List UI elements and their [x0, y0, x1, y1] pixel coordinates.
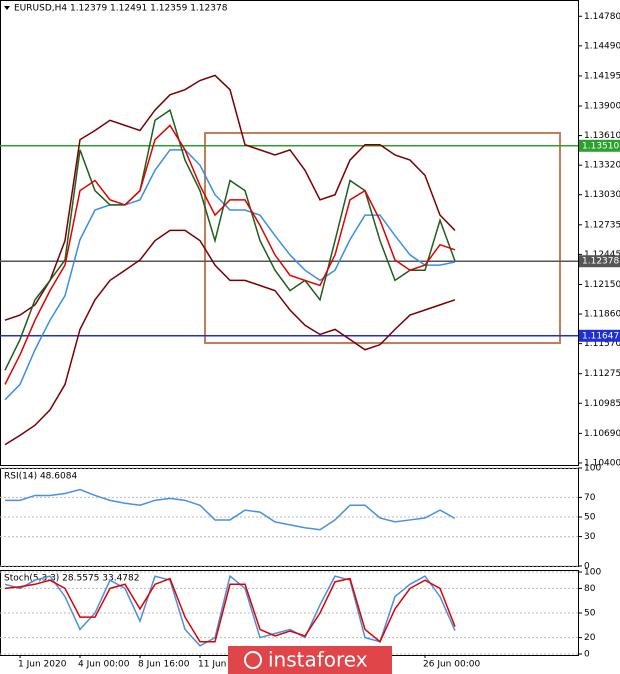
x-tick-label: 11 Jun 08:00 [198, 660, 255, 670]
watermark-box [228, 646, 392, 674]
y-tick-label: 30 [584, 532, 596, 542]
y-tick-label: 1.11570 [584, 339, 620, 349]
y-tick-label: 1.11275 [584, 369, 620, 379]
y-tick-label: 100 [584, 568, 601, 578]
x-tick-label: 8 Jun 16:00 [138, 660, 190, 670]
series-line [4, 124, 456, 385]
y-tick-label: 1.13030 [584, 190, 620, 200]
x-tick-label: 26 Jun 00:00 [423, 660, 480, 670]
watermark-logo [244, 651, 262, 669]
level-label-box [579, 139, 620, 152]
x-tick-label: 1 Jun 2020 [18, 660, 67, 670]
y-tick-label: 1.10985 [584, 399, 620, 409]
y-tick-label: 0 [584, 562, 590, 572]
main-panel [0, 0, 579, 466]
series-line [4, 108, 456, 371]
y-tick-label: 1.12735 [584, 220, 620, 230]
series-line [5, 488, 456, 531]
menu-arrow [4, 6, 10, 10]
series-line [4, 577, 456, 643]
y-tick-label: 70 [584, 493, 596, 503]
y-tick-label: 1.13610 [584, 131, 620, 141]
y-tick-label: 1.13900 [584, 102, 620, 112]
plots: 1.14780 1.14490 1.14195 1.13900 1.13610 1.133… [0, 12, 620, 670]
level-label: 1.12378 [582, 257, 619, 267]
y-tick-label: 1.10400 [584, 458, 620, 468]
y-tick-label: 100 [584, 464, 601, 474]
y-tick-label: 1.14195 [584, 71, 620, 81]
rsi-title: RSI(14) 48.6084 [4, 472, 77, 482]
series-line [4, 149, 456, 401]
y-tick-label: 50 [584, 513, 596, 523]
y-tick-label: 1.13320 [584, 161, 620, 171]
series-line [4, 229, 456, 446]
y-tick-label: 80 [584, 584, 596, 594]
y-tick-label: 1.10690 [584, 429, 620, 439]
level-label-box [579, 329, 620, 342]
main-title: EURUSD,H4 1.12379 1.12491 1.12359 1.1237… [14, 4, 228, 14]
y-tick-label: 50 [584, 609, 596, 619]
watermark: instaforex [268, 648, 368, 672]
x-tick-label: 4 Jun 00:00 [78, 660, 130, 670]
stoch-title: Stoch(5,3,3) 28.5575 33.4782 [4, 574, 139, 584]
y-tick-label: 1.12150 [584, 280, 620, 290]
y-tick-label: 1.14780 [584, 12, 620, 22]
level-label: 1.13510 [582, 141, 619, 151]
y-tick-label: 1.12445 [584, 250, 620, 260]
y-tick-label: 1.14490 [584, 41, 620, 51]
level-label: 1.11647 [582, 331, 619, 341]
y-tick-label: 1.11860 [584, 310, 620, 320]
y-tick-label: 0 [584, 650, 590, 660]
y-tick-label: 20 [584, 633, 596, 643]
series-line [4, 74, 456, 321]
level-label-box [579, 255, 620, 268]
